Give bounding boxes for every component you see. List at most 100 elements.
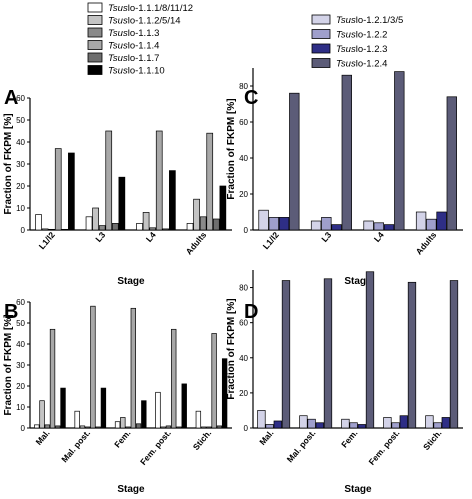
legend-swatch-tsuslo_1_2_3	[311, 43, 331, 54]
bar-b-0-2	[44, 424, 50, 429]
legend-swatch-tsuslo_1_2_1	[311, 14, 331, 25]
legend-label-tsuslo_1_1_1: Tsuslo-1.1.1/8/11/12	[108, 3, 193, 14]
x-axis-title: Stage	[117, 276, 145, 287]
bar-a-0-0	[35, 214, 42, 231]
legend-swatch-tsuslo_1_1_2	[87, 15, 103, 25]
legend-label-tsuslo_1_2_3: Tsuslo-1.2.3	[336, 44, 387, 55]
y-tick-label: 80	[239, 82, 248, 91]
y-tick-label: 0	[21, 424, 26, 433]
bar-b-1-4	[95, 426, 101, 429]
bar-b-2-0	[114, 421, 121, 429]
y-tick-label: 40	[239, 354, 248, 363]
bar-a-3-3	[206, 132, 214, 231]
bar-d-2-0	[341, 418, 350, 429]
legend-swatch-tsuslo_1_1_10	[87, 65, 103, 75]
legend-label-rest: lo-1.1.3	[128, 28, 160, 39]
bar-d-1-0	[299, 415, 308, 429]
bar-b-3-5	[181, 383, 187, 429]
y-tick-label: 10	[16, 403, 25, 412]
legend-label-rest: lo-1.1.2/5/14	[128, 16, 181, 27]
legend-label-rest: lo-1.2.2	[356, 30, 388, 41]
x-category-label: Fem.	[339, 428, 359, 450]
bar-a-1-4	[111, 223, 119, 231]
bar-d-1-1	[307, 418, 316, 429]
y-tick-label: 50	[16, 319, 25, 328]
y-tick-label: 30	[16, 361, 25, 370]
bar-a-2-5	[169, 170, 176, 231]
bar-c-2-0	[363, 220, 374, 231]
bar-d-3-1	[391, 422, 400, 429]
bar-a-0-3	[54, 148, 62, 231]
bar-b-3-3	[171, 328, 177, 429]
bar-c-1-0	[310, 220, 322, 231]
y-tick-label: 30	[16, 160, 25, 169]
x-category-label: Mal. post.	[59, 428, 92, 464]
x-axis-title: Stage	[117, 484, 145, 495]
bar-b-0-5	[60, 387, 66, 429]
legend_right: Tsuslo-1.2.1/3/5Tsuslo-1.2.2Tsuslo-1.2.3…	[311, 14, 403, 70]
bar-b-2-3	[130, 307, 137, 429]
legend-label-tsuslo_1_2_2: Tsuslo-1.2.2	[336, 30, 387, 41]
bar-a-3-0	[186, 223, 194, 231]
y-tick-label: 60	[16, 94, 25, 103]
x-category-label: L4	[372, 230, 386, 244]
y-tick-label: 60	[16, 298, 25, 307]
bar-b-0-1	[39, 400, 45, 429]
bar-c-1-2	[331, 224, 342, 231]
legend-label-tsuslo_1_1_4: Tsuslo-1.1.4	[108, 41, 159, 52]
bar-b-1-2	[84, 426, 91, 429]
y-tick-label: 20	[239, 389, 248, 398]
legend-swatch-tsuslo_1_1_3	[87, 27, 103, 38]
legend-label-rest: lo-1.2.3	[356, 44, 388, 55]
legend-label-tsuslo_1_1_3: Tsuslo-1.1.3	[108, 28, 159, 39]
bar-b-1-3	[90, 305, 96, 429]
y-axis-title: Fraction of FKPM [%]	[3, 113, 14, 214]
y-tick-label: 60	[239, 118, 248, 127]
bar-b-4-0	[195, 410, 202, 429]
bar-c-1-3	[341, 74, 352, 231]
legend-swatch-tsuslo_1_2_2	[311, 29, 331, 39]
legend-label-italic: Tsus	[336, 30, 356, 41]
y-axis-title: Fraction of FKPM [%]	[226, 98, 237, 199]
bar-b-1-5	[100, 387, 107, 429]
legend-label-rest: lo-1.1.7	[128, 53, 160, 64]
y-tick-label: 0	[244, 424, 249, 433]
bar-c-0-3	[289, 92, 300, 231]
bar-c-2-2	[383, 224, 395, 231]
y-tick-label: 50	[16, 116, 25, 125]
bar-b-4-2	[206, 426, 212, 429]
legend-label-rest: lo-1.2.4	[356, 59, 388, 70]
bar-b-3-2	[165, 425, 172, 429]
legend-label-italic: Tsus	[108, 53, 128, 64]
bar-a-1-0	[85, 216, 93, 231]
legend-swatch-tsuslo_1_1_7	[87, 52, 103, 63]
bar-a-0-4	[61, 228, 69, 231]
x-axis-title: Stage	[344, 276, 372, 287]
bar-c-0-2	[278, 217, 290, 231]
legend_left: Tsuslo-1.1.1/8/11/12Tsuslo-1.1.2/5/14Tsu…	[87, 2, 193, 77]
y-axis-title: Fraction of FKPM [%]	[226, 298, 237, 399]
bar-d-0-0	[257, 410, 266, 429]
bar-b-4-1	[200, 426, 207, 429]
bar-d-4-0	[425, 415, 434, 429]
x-category-label: Fem.	[112, 428, 132, 450]
bar-d-3-2	[399, 415, 408, 429]
bar-d-0-1	[265, 424, 274, 429]
bar-a-3-1	[193, 198, 200, 231]
bar-a-2-4	[162, 228, 170, 231]
y-tick-label: 10	[16, 204, 25, 213]
bar-b-3-1	[160, 426, 166, 429]
y-tick-label: 80	[239, 284, 248, 293]
x-category-label: L3	[319, 230, 333, 244]
bar-a-2-2	[149, 227, 156, 231]
x-category-label: Mal. post.	[285, 428, 318, 464]
bar-c-3-1	[426, 218, 437, 231]
bar-d-3-0	[383, 417, 392, 429]
bar-c-3-2	[436, 211, 447, 231]
legend-label-tsuslo_1_1_10: Tsuslo-1.1.10	[108, 66, 165, 77]
x-axis-title: Stage	[344, 484, 372, 495]
legend-swatch-tsuslo_1_2_4	[311, 58, 331, 68]
